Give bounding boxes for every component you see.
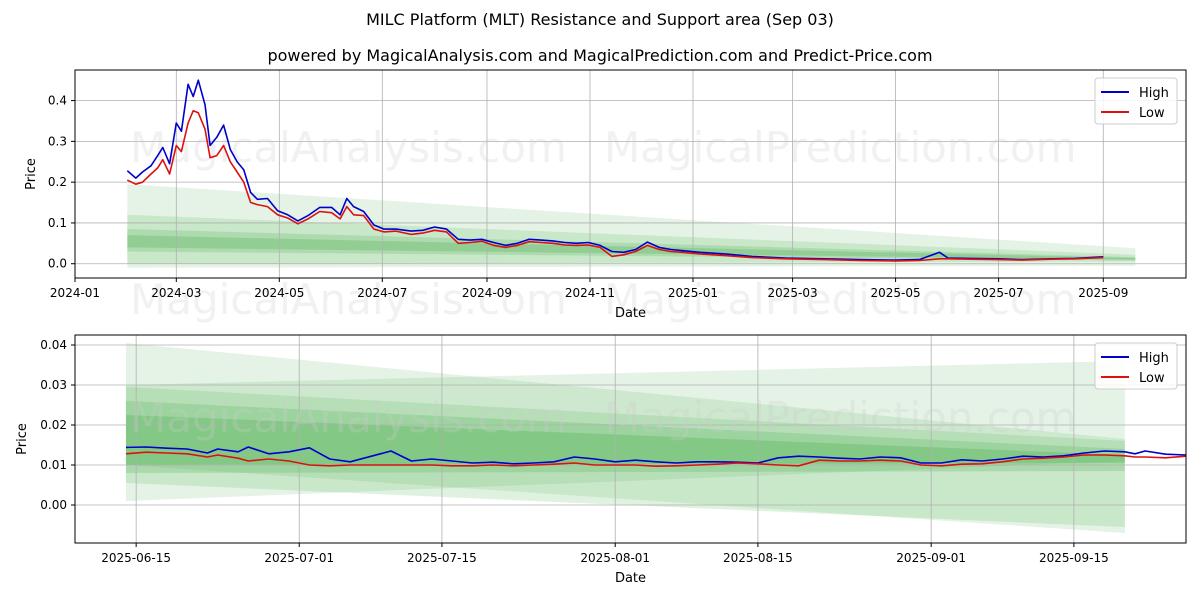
x-tick-label: 2025-08-15 — [723, 551, 793, 565]
x-tick-label: 2024-09 — [462, 286, 512, 300]
chart-panel-2: MagicalAnalysis.com MagicalPrediction.com… — [15, 334, 1187, 586]
legend-box — [1094, 77, 1178, 125]
watermark-text: MagicalAnalysis.com — [130, 275, 567, 324]
y-tick-label: 0.03 — [40, 378, 67, 392]
y-tick-label: 0.02 — [40, 418, 67, 432]
y-tick-label: 0.00 — [40, 498, 67, 512]
plot-frame — [74, 334, 1187, 544]
x-tick-label: 2025-09-15 — [1039, 551, 1109, 565]
watermark-text: MagicalPrediction.com — [604, 393, 1077, 442]
y-tick-label: 0.4 — [48, 94, 67, 108]
y-tick-label: 0.3 — [48, 134, 67, 148]
x-tick-label: 2024-11 — [565, 286, 615, 300]
x-tick-label: 2024-05 — [254, 286, 304, 300]
band-4 — [127, 235, 1136, 260]
grid-lines — [74, 70, 1186, 278]
x-tick-label: 2025-01 — [668, 286, 718, 300]
series-line-high — [126, 79, 1104, 261]
legend-label-low: Low — [1139, 371, 1165, 386]
x-tick-label: 2025-07-15 — [407, 551, 477, 565]
y-tick-label: 0.2 — [48, 175, 67, 189]
legend-label-low: Low — [1139, 106, 1165, 121]
support-resistance-bands — [127, 184, 1136, 268]
x-tick-label: 2025-09-01 — [896, 551, 966, 565]
x-tick-label: 2025-09 — [1078, 286, 1128, 300]
x-tick-label: 2025-07 — [974, 286, 1024, 300]
x-axis-label: Date — [615, 306, 646, 321]
legend-label-high: High — [1139, 86, 1169, 101]
y-tick-label: 0.04 — [40, 338, 67, 352]
legend-label-high: High — [1139, 351, 1169, 366]
x-tick-label: 2025-08-01 — [580, 551, 650, 565]
legend-box — [1094, 342, 1178, 390]
chart-subtitle: powered by MagicalAnalysis.com and Magic… — [267, 46, 933, 65]
x-tick-label: 2024-01 — [50, 286, 100, 300]
watermark-text: MagicalAnalysis.com — [130, 393, 567, 442]
band-1 — [127, 184, 1136, 268]
legend: High Low — [1094, 77, 1178, 125]
plot-frame — [74, 69, 1187, 279]
chart-panel-1: MagicalAnalysis.com MagicalPrediction.com… — [24, 69, 1187, 324]
watermark-text: MagicalPrediction.com — [604, 123, 1077, 172]
band-1 — [125, 343, 1125, 501]
y-axis-label: Price — [24, 158, 39, 190]
y-tick-label: 0.1 — [48, 216, 67, 230]
x-tick-label: 2024-07 — [357, 286, 407, 300]
chart-title: MILC Platform (MLT) Resistance and Suppo… — [366, 10, 834, 29]
x-tick-label: 2025-07-01 — [264, 551, 334, 565]
series-line-high — [125, 446, 1186, 465]
y-tick-label: 0.01 — [40, 458, 67, 472]
watermark-text: MagicalPrediction.com — [604, 275, 1077, 324]
legend: High Low — [1094, 342, 1178, 390]
x-tick-label: 2025-03 — [768, 286, 818, 300]
y-tick-label: 0.0 — [48, 257, 67, 271]
x-axis-label: Date — [615, 571, 646, 586]
x-tick-label: 2025-05 — [871, 286, 921, 300]
series-line-low — [125, 451, 1186, 467]
band-3 — [125, 387, 1125, 527]
band-2 — [125, 361, 1125, 533]
band-5 — [125, 415, 1125, 465]
band-3 — [127, 229, 1136, 261]
series-line-low — [126, 110, 1104, 262]
y-axis-label: Price — [15, 423, 30, 455]
x-tick-label: 2024-03 — [151, 286, 201, 300]
x-tick-label: 2025-06-15 — [101, 551, 171, 565]
watermark-text: MagicalAnalysis.com — [130, 123, 567, 172]
